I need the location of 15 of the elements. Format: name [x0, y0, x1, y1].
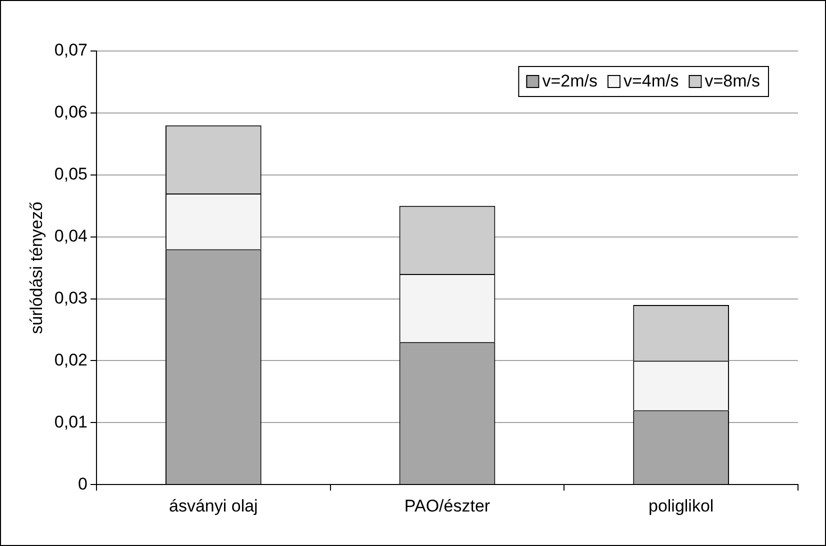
legend-label: v=2m/s	[542, 72, 598, 91]
y-tick-label: 0,01	[54, 412, 88, 432]
y-axis-title: súrlódási tényező	[26, 202, 46, 334]
legend-label: v=4m/s	[623, 72, 679, 91]
y-tick-label: 0,02	[54, 350, 88, 370]
y-tick-label: 0,03	[54, 288, 88, 308]
x-tick-label: PAO/észter	[404, 496, 490, 516]
y-tick-label: 0	[78, 474, 88, 494]
y-tick-label: 0,05	[54, 164, 88, 184]
y-tick-label: 0,07	[54, 40, 88, 60]
legend-label: v=8m/s	[704, 72, 760, 91]
x-tick-label: poliglikol	[648, 496, 714, 516]
y-tick-label: 0,04	[54, 226, 88, 246]
y-tick-label: 0,06	[54, 102, 88, 122]
x-tick-label: ásványi olaj	[168, 496, 258, 516]
